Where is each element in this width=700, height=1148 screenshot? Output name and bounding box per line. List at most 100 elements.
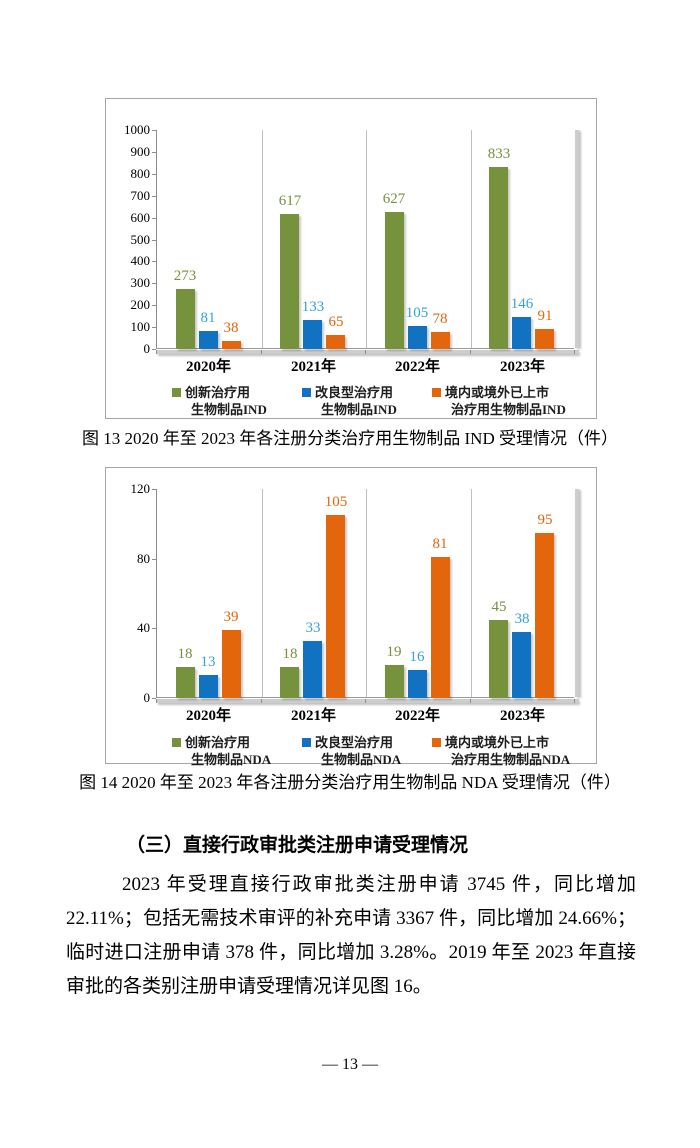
y-tick-label: 300 <box>130 275 151 290</box>
y-tick-label: 80 <box>137 551 150 566</box>
y-tick-label: 900 <box>130 144 151 159</box>
bar-innovative <box>489 167 508 349</box>
y-tick-mark <box>152 559 156 560</box>
plot-side-wall <box>575 130 579 348</box>
bar-improved <box>199 675 218 698</box>
category-separator <box>366 130 367 348</box>
bar-improved <box>303 641 322 698</box>
y-tick-label: 1000 <box>124 122 150 137</box>
bar-improved <box>199 331 218 349</box>
bar-improved <box>408 326 427 349</box>
legend-label: 境内或境外已上市治疗用生物制品IND <box>445 384 566 418</box>
bar-value-label: 18 <box>282 646 298 662</box>
bar-value-label: 105 <box>405 305 429 321</box>
legend-item: 境内或境外已上市治疗用生物制品NDA <box>432 734 570 768</box>
axis-floor <box>157 350 579 354</box>
section-heading: （三）直接行政审批类注册申请受理情况 <box>126 835 469 856</box>
y-tick-label: 500 <box>130 232 151 247</box>
x-tick-mark <box>470 699 471 703</box>
legend-label-line-1: 改良型治疗用 <box>315 385 394 400</box>
bar-value-label: 78 <box>432 311 448 327</box>
legend-marker <box>432 388 441 397</box>
bar-value-label: 13 <box>200 654 216 670</box>
page-number: — 13 — <box>322 1056 378 1073</box>
bar-innovative <box>489 620 508 698</box>
x-tick-mark <box>261 699 262 703</box>
bar-value-label: 617 <box>278 193 302 209</box>
y-tick-mark <box>152 327 156 328</box>
legend-label: 改良型治疗用 生物制品IND <box>315 384 397 418</box>
category-separator <box>262 130 263 348</box>
y-tick-label: 120 <box>130 481 151 496</box>
x-axis-label: 2020年 <box>185 708 231 724</box>
bar-marketed <box>326 335 345 349</box>
x-axis-label: 2023年 <box>499 359 545 375</box>
legend-label: 创新治疗用 生物制品IND <box>185 384 267 418</box>
bar-marketed <box>535 329 554 349</box>
bar-value-label: 65 <box>328 314 344 330</box>
legend-label-line-2: 治疗用生物制品IND <box>451 402 566 417</box>
nda-bar-chart: 0 40 80 120 18 13 39 2020年 18 33 105 2021年 19 16 81 202… <box>105 467 597 767</box>
legend-item: 创新治疗用 生物制品IND <box>172 384 267 418</box>
legend-label-line-1: 改良型治疗用 <box>315 735 394 750</box>
legend-label-line-1: 境内或境外已上市 <box>445 385 550 400</box>
x-tick-mark <box>470 350 471 354</box>
bar-marketed <box>326 515 345 698</box>
figure-13-caption: 图 13 2020 年至 2023 年各注册分类治疗用生物制品 IND 受理情况… <box>82 429 618 448</box>
legend-item: 创新治疗用 生物制品NDA <box>172 734 271 768</box>
legend-label-line-1: 境内或境外已上市 <box>445 735 550 750</box>
figure-14-caption: 图 14 2020 年至 2023 年各注册分类治疗用生物制品 NDA 受理情况… <box>79 773 621 792</box>
legend-label-line-2: 治疗用生物制品NDA <box>451 752 571 767</box>
bar-value-label: 45 <box>491 599 507 615</box>
y-tick-label: 700 <box>130 188 151 203</box>
bar-value-label: 39 <box>223 609 239 625</box>
x-tick-mark <box>156 699 157 703</box>
y-tick-mark <box>152 196 156 197</box>
legend-item: 改良型治疗用 生物制品IND <box>302 384 397 418</box>
bar-value-label: 91 <box>537 308 553 324</box>
bar-value-label: 273 <box>173 268 197 284</box>
bar-innovative <box>280 667 299 698</box>
bar-value-label: 627 <box>382 191 406 207</box>
legend-item: 改良型治疗用 生物制品NDA <box>302 734 401 768</box>
y-tick-mark <box>152 130 156 131</box>
x-axis-label: 2023年 <box>499 708 545 724</box>
y-tick-mark <box>152 349 156 350</box>
body-paragraph: 2023 年受理直接行政审批类注册申请 3745 件，同比增加 22.11%；包… <box>66 874 636 997</box>
x-axis-label: 2020年 <box>185 359 231 375</box>
legend-label-line-2: 生物制品IND <box>191 402 267 417</box>
y-tick-mark <box>152 218 156 219</box>
x-tick-mark <box>574 350 575 354</box>
y-tick-mark <box>152 628 156 629</box>
bar-improved <box>303 320 322 349</box>
y-tick-label: 0 <box>143 690 151 705</box>
legend-label-line-2: 生物制品NDA <box>191 752 272 767</box>
bar-value-label: 146 <box>510 296 534 312</box>
bar-value-label: 81 <box>432 536 448 552</box>
bar-value-label: 19 <box>386 644 402 660</box>
bar-value-label: 16 <box>409 649 425 665</box>
x-tick-mark <box>365 350 366 354</box>
bar-value-label: 133 <box>301 299 325 315</box>
legend-label: 创新治疗用 生物制品NDA <box>185 734 271 768</box>
bar-improved <box>512 317 531 349</box>
legend-item: 境内或境外已上市治疗用生物制品IND <box>432 384 566 418</box>
ind-bar-chart: 0 100 200 300 400 500 600 700 800 900 1000 273 81 38 2… <box>105 98 597 419</box>
y-tick-mark <box>152 489 156 490</box>
legend-marker <box>172 738 181 747</box>
bar-innovative <box>385 665 404 698</box>
bar-marketed <box>222 630 241 698</box>
y-tick-label: 40 <box>137 620 150 635</box>
x-tick-mark <box>365 699 366 703</box>
bar-value-label: 38 <box>514 611 530 627</box>
y-tick-mark <box>152 305 156 306</box>
legend-marker <box>432 738 441 747</box>
x-axis-label: 2022年 <box>394 708 440 724</box>
bar-value-label: 33 <box>305 620 321 636</box>
x-tick-mark <box>156 350 157 354</box>
y-tick-mark <box>152 261 156 262</box>
bar-innovative <box>176 289 195 349</box>
category-separator <box>366 489 367 697</box>
bar-innovative <box>280 214 299 349</box>
